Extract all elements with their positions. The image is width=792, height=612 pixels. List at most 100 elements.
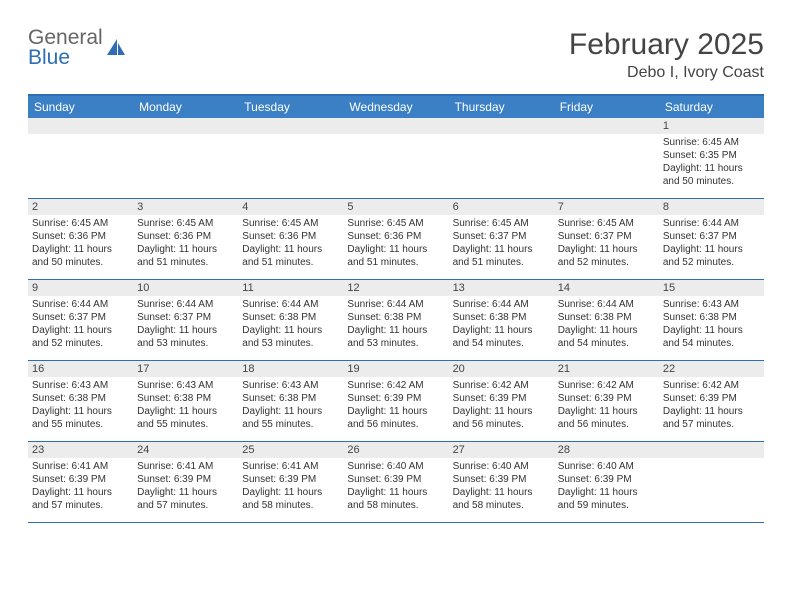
sunset-text: Sunset: 6:39 PM [558,392,655,405]
daynum-row: 24 [133,442,238,458]
cell-body: Sunrise: 6:43 AMSunset: 6:38 PMDaylight:… [133,377,238,435]
sunset-text: Sunset: 6:35 PM [663,149,760,162]
daynum-row [133,118,238,134]
daylight-text: Daylight: 11 hours and 55 minutes. [242,405,339,431]
daylight-text: Daylight: 11 hours and 58 minutes. [347,486,444,512]
sunrise-text: Sunrise: 6:43 AM [137,379,234,392]
daylight-text: Daylight: 11 hours and 53 minutes. [137,324,234,350]
calendar-cell: 19Sunrise: 6:42 AMSunset: 6:39 PMDayligh… [343,361,448,441]
daynum-row: 25 [238,442,343,458]
cell-body: Sunrise: 6:44 AMSunset: 6:37 PMDaylight:… [133,296,238,354]
day-header: Saturday [659,96,764,118]
cell-body: Sunrise: 6:45 AMSunset: 6:36 PMDaylight:… [133,215,238,273]
sunset-text: Sunset: 6:39 PM [137,473,234,486]
sunrise-text: Sunrise: 6:45 AM [453,217,550,230]
sunset-text: Sunset: 6:38 PM [558,311,655,324]
cell-body: Sunrise: 6:44 AMSunset: 6:38 PMDaylight:… [238,296,343,354]
daylight-text: Daylight: 11 hours and 57 minutes. [663,405,760,431]
daynum-row: 28 [554,442,659,458]
cell-body: Sunrise: 6:44 AMSunset: 6:38 PMDaylight:… [449,296,554,354]
daynum-row: 19 [343,361,448,377]
sunrise-text: Sunrise: 6:44 AM [347,298,444,311]
sunrise-text: Sunrise: 6:44 AM [137,298,234,311]
cell-body: Sunrise: 6:43 AMSunset: 6:38 PMDaylight:… [659,296,764,354]
cell-body [554,134,659,140]
calendar-cell: 7Sunrise: 6:45 AMSunset: 6:37 PMDaylight… [554,199,659,279]
cell-body: Sunrise: 6:40 AMSunset: 6:39 PMDaylight:… [554,458,659,516]
calendar-cell: 28Sunrise: 6:40 AMSunset: 6:39 PMDayligh… [554,442,659,522]
cell-body: Sunrise: 6:42 AMSunset: 6:39 PMDaylight:… [659,377,764,435]
day-number: 18 [238,362,254,376]
day-number: 19 [343,362,359,376]
daylight-text: Daylight: 11 hours and 54 minutes. [453,324,550,350]
day-header: Monday [133,96,238,118]
sunset-text: Sunset: 6:36 PM [242,230,339,243]
day-number: 27 [449,443,465,457]
sunrise-text: Sunrise: 6:41 AM [137,460,234,473]
sunset-text: Sunset: 6:36 PM [137,230,234,243]
sunrise-text: Sunrise: 6:43 AM [663,298,760,311]
day-number: 11 [238,281,253,295]
daylight-text: Daylight: 11 hours and 53 minutes. [347,324,444,350]
day-number: 9 [28,281,38,295]
day-number: 10 [133,281,149,295]
daynum-row: 21 [554,361,659,377]
week-row: 2Sunrise: 6:45 AMSunset: 6:36 PMDaylight… [28,199,764,280]
calendar-cell: 13Sunrise: 6:44 AMSunset: 6:38 PMDayligh… [449,280,554,360]
cell-body: Sunrise: 6:45 AMSunset: 6:37 PMDaylight:… [554,215,659,273]
daylight-text: Daylight: 11 hours and 51 minutes. [453,243,550,269]
cell-body: Sunrise: 6:44 AMSunset: 6:38 PMDaylight:… [554,296,659,354]
calendar-cell: 27Sunrise: 6:40 AMSunset: 6:39 PMDayligh… [449,442,554,522]
sunset-text: Sunset: 6:39 PM [347,473,444,486]
logo-sail-icon [105,37,127,61]
calendar-cell: 10Sunrise: 6:44 AMSunset: 6:37 PMDayligh… [133,280,238,360]
daynum-row: 5 [343,199,448,215]
week-row: 16Sunrise: 6:43 AMSunset: 6:38 PMDayligh… [28,361,764,442]
cell-body: Sunrise: 6:45 AMSunset: 6:35 PMDaylight:… [659,134,764,192]
title-block: February 2025 Debo I, Ivory Coast [569,28,764,82]
calendar-cell: 14Sunrise: 6:44 AMSunset: 6:38 PMDayligh… [554,280,659,360]
daylight-text: Daylight: 11 hours and 56 minutes. [347,405,444,431]
calendar-cell [449,118,554,198]
cell-body [28,134,133,140]
sunset-text: Sunset: 6:37 PM [453,230,550,243]
sunrise-text: Sunrise: 6:44 AM [453,298,550,311]
calendar-cell [28,118,133,198]
cell-body: Sunrise: 6:45 AMSunset: 6:36 PMDaylight:… [28,215,133,273]
sunset-text: Sunset: 6:38 PM [453,311,550,324]
day-number: 24 [133,443,149,457]
daynum-row: 22 [659,361,764,377]
daylight-text: Daylight: 11 hours and 56 minutes. [453,405,550,431]
calendar-cell [238,118,343,198]
sunset-text: Sunset: 6:39 PM [453,473,550,486]
calendar-cell: 15Sunrise: 6:43 AMSunset: 6:38 PMDayligh… [659,280,764,360]
day-number: 20 [449,362,465,376]
daynum-row [449,118,554,134]
daylight-text: Daylight: 11 hours and 59 minutes. [558,486,655,512]
sunset-text: Sunset: 6:38 PM [242,392,339,405]
cell-body [659,458,764,464]
daylight-text: Daylight: 11 hours and 53 minutes. [242,324,339,350]
cell-body: Sunrise: 6:42 AMSunset: 6:39 PMDaylight:… [343,377,448,435]
sunrise-text: Sunrise: 6:44 AM [558,298,655,311]
calendar-cell: 4Sunrise: 6:45 AMSunset: 6:36 PMDaylight… [238,199,343,279]
cell-body [133,134,238,140]
daynum-row [28,118,133,134]
daynum-row [554,118,659,134]
calendar-cell: 22Sunrise: 6:42 AMSunset: 6:39 PMDayligh… [659,361,764,441]
sunset-text: Sunset: 6:39 PM [32,473,129,486]
daylight-text: Daylight: 11 hours and 52 minutes. [32,324,129,350]
cell-body: Sunrise: 6:40 AMSunset: 6:39 PMDaylight:… [343,458,448,516]
sunset-text: Sunset: 6:38 PM [137,392,234,405]
day-number: 25 [238,443,254,457]
daylight-text: Daylight: 11 hours and 57 minutes. [137,486,234,512]
daynum-row: 7 [554,199,659,215]
sunrise-text: Sunrise: 6:41 AM [32,460,129,473]
day-number: 28 [554,443,570,457]
cell-body: Sunrise: 6:41 AMSunset: 6:39 PMDaylight:… [133,458,238,516]
sunrise-text: Sunrise: 6:45 AM [242,217,339,230]
calendar-cell: 1Sunrise: 6:45 AMSunset: 6:35 PMDaylight… [659,118,764,198]
daylight-text: Daylight: 11 hours and 58 minutes. [453,486,550,512]
daylight-text: Daylight: 11 hours and 54 minutes. [663,324,760,350]
daynum-row: 17 [133,361,238,377]
